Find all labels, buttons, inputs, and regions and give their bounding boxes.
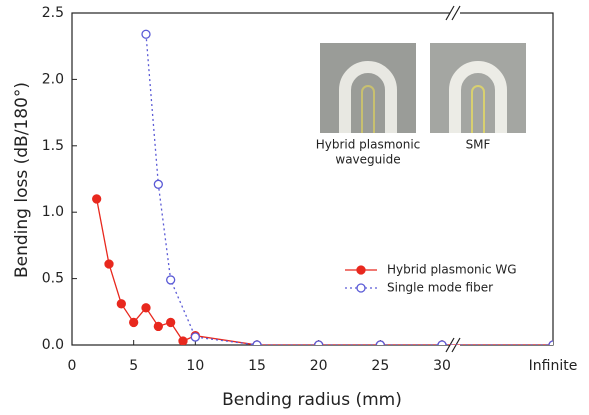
legend-label: Single mode fiber	[387, 281, 493, 295]
photo	[430, 43, 526, 133]
data-point	[141, 29, 151, 39]
legend-marker	[356, 283, 366, 293]
data-point	[141, 303, 151, 313]
x-tick-label: 5	[129, 358, 138, 374]
x-tick-label: 0	[68, 358, 77, 374]
data-point	[129, 317, 139, 328]
data-point	[153, 179, 163, 189]
data-point	[190, 332, 200, 342]
x-tick-label: 10	[186, 358, 204, 374]
y-axis-title: Bending loss (dB/180°)	[12, 82, 32, 278]
x-tick-label: 30	[433, 358, 451, 374]
data-point	[153, 321, 163, 332]
data-point	[166, 317, 176, 328]
y-tick-label: 2.0	[42, 71, 64, 87]
inset-caption: SMF	[466, 138, 491, 152]
y-tick-label: 0.0	[42, 337, 64, 353]
data-point	[314, 340, 324, 345]
data-point	[178, 336, 188, 345]
x-tick-label: 25	[371, 358, 389, 374]
data-point	[252, 340, 262, 345]
x-tick-label: Infinite	[529, 358, 578, 374]
photo-detail	[361, 85, 375, 133]
y-tick-label: 0.5	[42, 271, 64, 287]
photo-detail	[339, 61, 397, 133]
y-tick-label: 1.5	[42, 138, 64, 154]
y-tick-label: 1.0	[42, 204, 64, 220]
legend-label: Hybrid plasmonic WG	[387, 263, 517, 277]
data-point	[92, 194, 102, 204]
data-point	[166, 275, 176, 285]
x-tick-label: 20	[310, 358, 328, 374]
plot-series	[92, 29, 553, 345]
y-tick-label: 2.5	[42, 5, 64, 21]
x-axis-title: Bending radius (mm)	[222, 390, 402, 410]
data-point	[116, 299, 126, 309]
inset-caption: Hybrid plasmonic	[316, 138, 421, 152]
photo-detail	[471, 85, 485, 133]
photo-detail	[449, 61, 507, 133]
x-tick-label: 15	[248, 358, 266, 374]
data-point	[548, 340, 553, 345]
inset-photos	[320, 43, 526, 133]
data-point	[375, 340, 385, 345]
data-point	[104, 259, 114, 269]
inset-caption: waveguide	[335, 153, 400, 167]
legend-marker	[356, 265, 366, 275]
photo	[320, 43, 416, 133]
data-point	[437, 340, 447, 345]
